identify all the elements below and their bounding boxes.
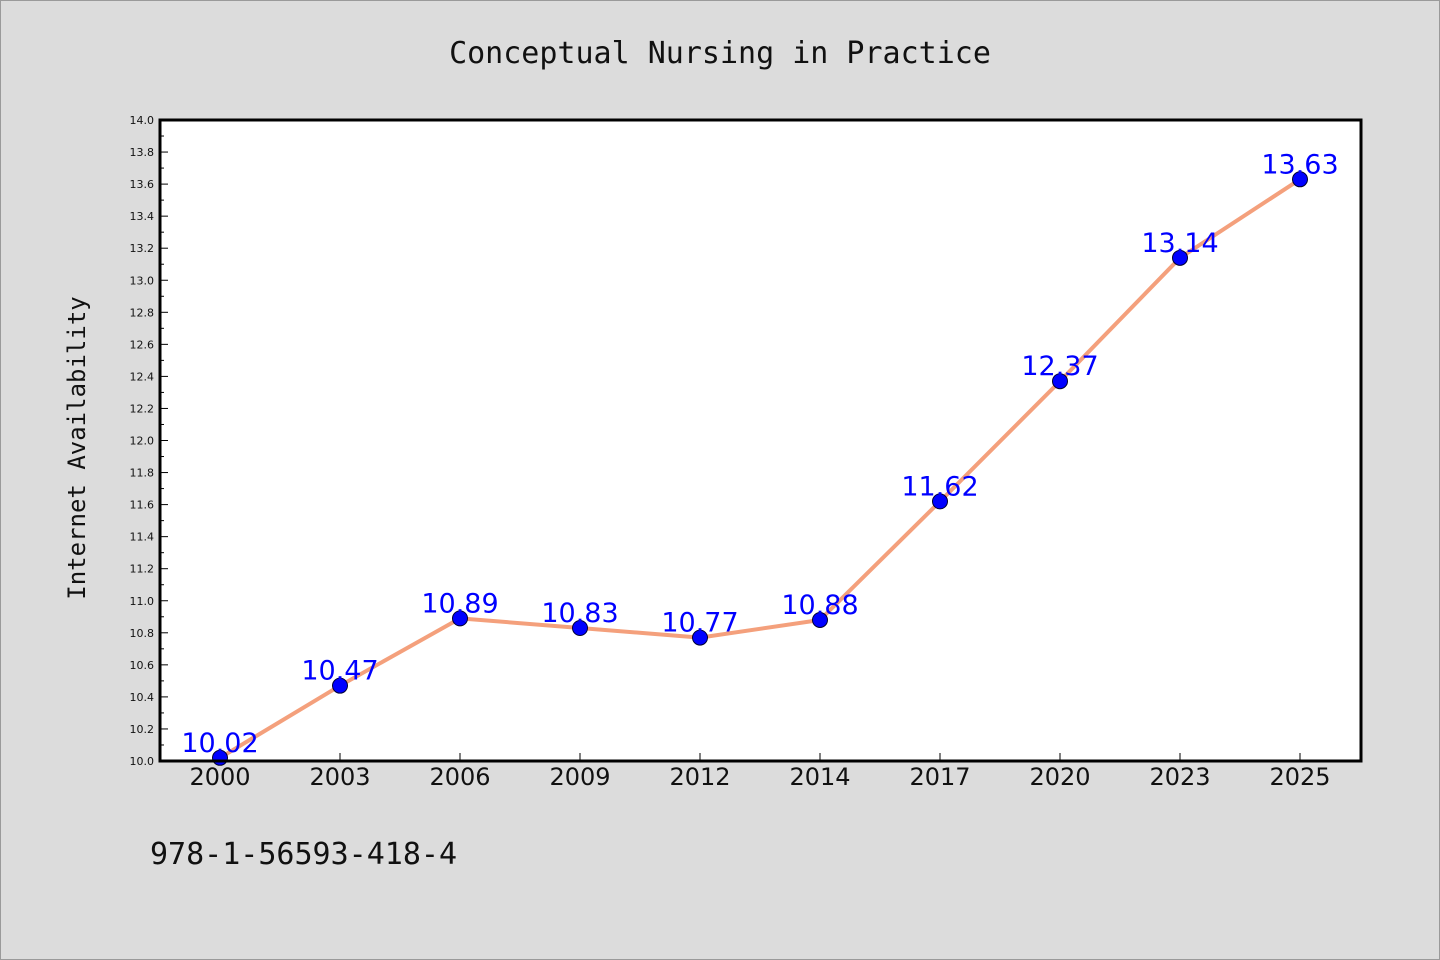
data-point bbox=[932, 493, 948, 510]
y-tick-label: 11.6 bbox=[130, 499, 155, 512]
x-tick-label: 2025 bbox=[1269, 763, 1330, 791]
x-tick-label: 2012 bbox=[669, 763, 730, 791]
data-point bbox=[452, 610, 468, 627]
y-tick-label: 13.8 bbox=[130, 146, 155, 159]
plot-area bbox=[160, 120, 1361, 761]
y-tick-label: 14.0 bbox=[130, 114, 155, 127]
axis-ticks: 10.0 10.2 10.4 10.6 10.8 11.0 11.2 11.4 11.6 11.8… bbox=[130, 114, 1331, 791]
plot-border bbox=[158, 118, 1363, 763]
y-tick-label: 13.4 bbox=[130, 210, 155, 223]
data-point bbox=[1292, 171, 1308, 188]
data-label: 10.83 bbox=[541, 598, 618, 629]
data-label: 13.14 bbox=[1141, 228, 1218, 259]
y-tick-label: 10.2 bbox=[130, 723, 155, 736]
data-point bbox=[812, 611, 828, 628]
x-tick-label: 2006 bbox=[429, 763, 490, 791]
data-label: 10.02 bbox=[181, 728, 258, 759]
data-label: 10.88 bbox=[781, 590, 858, 621]
y-axis-label: Internet Availability bbox=[63, 296, 91, 599]
data-label: 10.47 bbox=[301, 656, 378, 687]
y-tick-label: 11.4 bbox=[130, 531, 155, 544]
y-tick-label: 13.6 bbox=[130, 178, 155, 191]
chart-title: Conceptual Nursing in Practice bbox=[449, 36, 991, 71]
data-label: 12.37 bbox=[1021, 351, 1098, 382]
data-point bbox=[1052, 373, 1068, 390]
x-tick-label: 2000 bbox=[189, 763, 250, 791]
y-tick-label: 10.8 bbox=[130, 627, 155, 640]
y-tick-label: 12.8 bbox=[130, 306, 155, 319]
y-tick-label: 12.2 bbox=[130, 402, 155, 415]
y-tick-label: 11.2 bbox=[130, 563, 155, 576]
y-tick-label: 13.2 bbox=[130, 242, 155, 255]
data-label: 13.63 bbox=[1261, 149, 1338, 180]
series-line bbox=[218, 177, 1302, 760]
x-tick-label: 2009 bbox=[549, 763, 610, 791]
data-point bbox=[1172, 249, 1188, 266]
x-tick-label: 2017 bbox=[909, 763, 970, 791]
x-tick-label: 2003 bbox=[309, 763, 370, 791]
y-tick-label: 12.6 bbox=[130, 338, 155, 351]
data-label: 11.62 bbox=[901, 471, 978, 502]
x-tick-label: 2023 bbox=[1149, 763, 1210, 791]
y-tick-label: 12.0 bbox=[130, 435, 155, 448]
isbn-text: 978-1-56593-418-4 bbox=[150, 837, 457, 872]
data-point bbox=[692, 629, 708, 646]
y-tick-label: 10.6 bbox=[130, 659, 155, 672]
data-label: 10.89 bbox=[421, 588, 498, 619]
y-tick-label: 12.4 bbox=[130, 370, 155, 383]
data-point bbox=[572, 619, 588, 636]
y-tick-label: 11.0 bbox=[130, 595, 155, 608]
y-tick-label: 13.0 bbox=[130, 274, 155, 287]
data-label: 10.77 bbox=[661, 608, 738, 639]
y-tick-label: 11.8 bbox=[130, 467, 155, 480]
x-tick-label: 2020 bbox=[1029, 763, 1090, 791]
y-tick-label: 10.0 bbox=[130, 755, 155, 768]
data-point bbox=[332, 677, 348, 694]
y-tick-label: 10.4 bbox=[130, 691, 155, 704]
x-tick-label: 2014 bbox=[789, 763, 850, 791]
series-group: 10.02 10.47 10.89 10.83 10.77 10.88 11.62 12.37… bbox=[181, 149, 1339, 766]
